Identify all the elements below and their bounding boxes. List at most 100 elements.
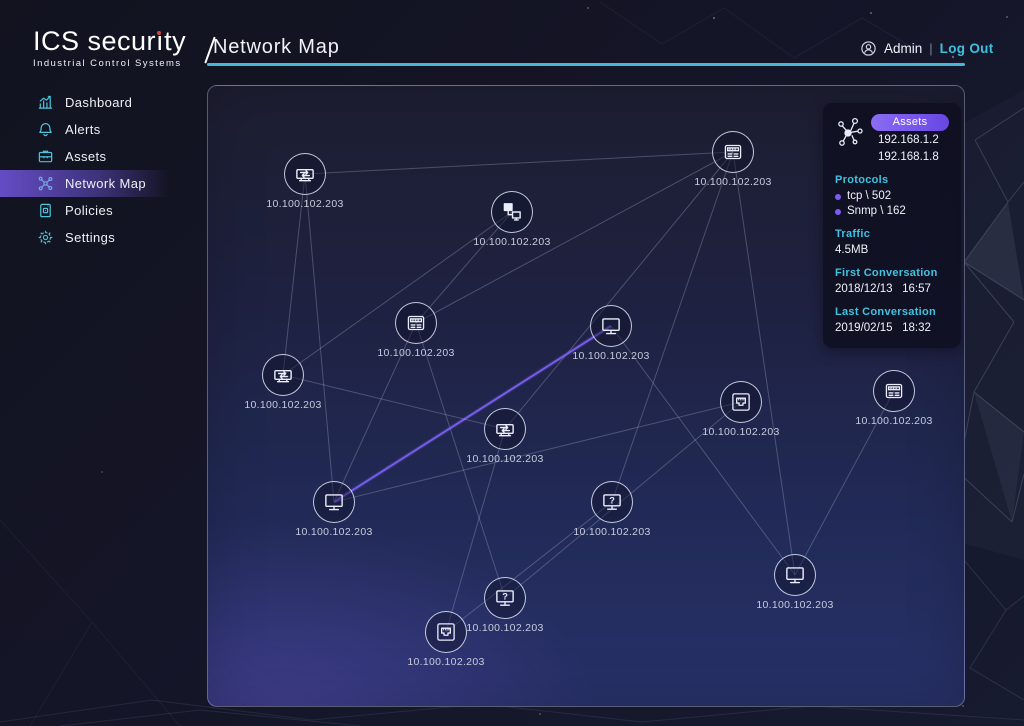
node-ip-label: 10.100.102.203: [266, 198, 344, 210]
map-node-K[interactable]: 10.100.102.203: [552, 481, 672, 538]
device-node-circle[interactable]: [774, 554, 816, 596]
sidebar-item-label: Settings: [65, 230, 116, 245]
map-node-G[interactable]: 10.100.102.203: [681, 381, 801, 438]
device-node-circle[interactable]: [484, 577, 526, 619]
sidebar-item-network-map[interactable]: Network Map: [0, 170, 206, 197]
map-node-H[interactable]: 10.100.102.203: [834, 370, 954, 427]
map-edge[interactable]: [304, 173, 335, 503]
node-ip-label: 10.100.102.203: [466, 622, 544, 634]
conversation-info-panel: Assets 192.168.1.2 192.168.1.8 Protocols…: [823, 103, 961, 348]
settings-icon: [37, 229, 54, 246]
node-ip-label: 10.100.102.203: [694, 176, 772, 188]
protocol-bullet: [835, 193, 841, 200]
sidebar-item-label: Assets: [65, 149, 107, 164]
sidebar-item-policies[interactable]: Policies: [0, 197, 206, 224]
map-edge[interactable]: [794, 390, 895, 576]
map-edge[interactable]: [415, 322, 506, 599]
map-edge[interactable]: [282, 211, 513, 376]
map-edge[interactable]: [333, 401, 742, 503]
map-node-B[interactable]: 10.100.102.203: [452, 191, 572, 248]
info-value: 2018/12/13 16:57: [835, 283, 931, 295]
network-map-panel: 10.100.102.203 10.100.102.203 10.100.102.2…: [207, 85, 965, 707]
map-edge[interactable]: [282, 374, 506, 430]
map-edge[interactable]: [504, 151, 734, 430]
device-node-circle[interactable]: [491, 191, 533, 233]
node-ip-label: 10.100.102.203: [702, 426, 780, 438]
map-edge[interactable]: [610, 325, 796, 576]
map-edge[interactable]: [333, 322, 417, 503]
page-title: Network Map: [213, 36, 340, 58]
map-node-L[interactable]: 10.100.102.203: [445, 577, 565, 634]
network-map-icon: [37, 175, 54, 192]
map-node-M[interactable]: 10.100.102.203: [386, 611, 506, 668]
map-edge[interactable]: [445, 501, 613, 633]
device-node-circle[interactable]: [720, 381, 762, 423]
asset-ip-2: 192.168.1.8: [878, 151, 939, 163]
brand-name: ICS securıty: [33, 26, 205, 57]
map-node-I[interactable]: 10.100.102.203: [445, 408, 565, 465]
device-node-circle[interactable]: [284, 153, 326, 195]
map-edge[interactable]: [282, 173, 306, 376]
monitor-device-icon: [598, 313, 624, 339]
node-ip-label: 10.100.102.203: [572, 350, 650, 362]
info-value: 2019/02/15 18:32: [835, 322, 931, 334]
device-node-circle[interactable]: [395, 302, 437, 344]
info-section-title: First Conversation: [835, 267, 938, 279]
map-edge-selected[interactable]: [333, 325, 612, 503]
map-edge[interactable]: [304, 151, 734, 175]
map-node-C[interactable]: 10.100.102.203: [673, 131, 793, 188]
map-node-A[interactable]: 10.100.102.203: [245, 153, 365, 210]
map-node-D[interactable]: 10.100.102.203: [356, 302, 476, 359]
map-edge[interactable]: [732, 151, 796, 576]
rtu-device-icon: [881, 378, 907, 404]
plc-device-icon: [292, 161, 318, 187]
map-node-N[interactable]: 10.100.102.203: [735, 554, 855, 611]
info-value: tcp \ 502: [835, 189, 949, 204]
node-ip-label: 10.100.102.203: [473, 236, 551, 248]
sidebar-item-alerts[interactable]: Alerts: [0, 116, 206, 143]
device-node-circle[interactable]: [262, 354, 304, 396]
monitor-device-icon: [782, 562, 808, 588]
device-node-circle[interactable]: [484, 408, 526, 450]
map-node-J[interactable]: 10.100.102.203: [274, 481, 394, 538]
device-node-circle[interactable]: [712, 131, 754, 173]
sidebar-item-settings[interactable]: Settings: [0, 224, 206, 251]
monitorq-device-icon: [599, 489, 625, 515]
alerts-icon: [37, 121, 54, 138]
user-area: Admin | Log Out: [860, 40, 994, 57]
monitorq-device-icon: [492, 585, 518, 611]
separator: |: [929, 41, 933, 56]
user-name[interactable]: Admin: [884, 41, 923, 56]
map-node-E[interactable]: 10.100.102.203: [551, 305, 671, 362]
device-node-circle[interactable]: [590, 305, 632, 347]
sidebar-item-label: Dashboard: [65, 95, 133, 110]
info-section-title: Protocols: [835, 174, 889, 186]
brand-logo: ICS securıty Industrial Control Systems: [33, 26, 216, 69]
netpc-device-icon: [499, 199, 525, 225]
device-node-circle[interactable]: [873, 370, 915, 412]
map-edge[interactable]: [415, 211, 513, 324]
map-node-F[interactable]: 10.100.102.203: [223, 354, 343, 411]
map-edge[interactable]: [611, 151, 734, 503]
device-node-circle[interactable]: [591, 481, 633, 523]
device-node-circle[interactable]: [313, 481, 355, 523]
device-node-circle[interactable]: [425, 611, 467, 653]
map-edge[interactable]: [415, 151, 734, 324]
logout-link[interactable]: Log Out: [939, 41, 994, 56]
header-underline: [207, 63, 965, 66]
port-device-icon: [728, 389, 754, 415]
node-ip-label: 10.100.102.203: [377, 347, 455, 359]
sidebar-item-assets[interactable]: Assets: [0, 143, 206, 170]
assets-block: Assets 192.168.1.2 192.168.1.8: [871, 114, 949, 165]
info-value: Snmp \ 162: [835, 204, 949, 219]
sidebar-item-dashboard[interactable]: Dashboard: [0, 89, 206, 116]
asset-ip-1: 192.168.1.2: [878, 134, 939, 146]
info-sections: Protocols tcp \ 502 Snmp \ 162 Traffic 4.5MB…: [835, 174, 949, 336]
info-section-title: Last Conversation: [835, 306, 937, 318]
assets-icon: [37, 148, 54, 165]
rtu-device-icon: [403, 310, 429, 336]
protocol-bullet: [835, 208, 841, 215]
brand-tagline: Industrial Control Systems: [33, 58, 182, 69]
map-edge[interactable]: [445, 428, 506, 633]
